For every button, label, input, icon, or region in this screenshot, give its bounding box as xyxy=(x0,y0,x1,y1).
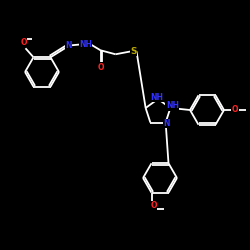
Text: O: O xyxy=(97,63,104,72)
Text: O: O xyxy=(20,38,27,47)
Text: NH: NH xyxy=(79,40,92,49)
Text: NH: NH xyxy=(150,92,164,102)
Text: O: O xyxy=(150,201,157,210)
Text: NH: NH xyxy=(166,102,179,110)
Text: N: N xyxy=(164,119,170,128)
Text: S: S xyxy=(130,47,137,56)
Text: O: O xyxy=(232,106,238,114)
Text: N: N xyxy=(65,41,72,50)
